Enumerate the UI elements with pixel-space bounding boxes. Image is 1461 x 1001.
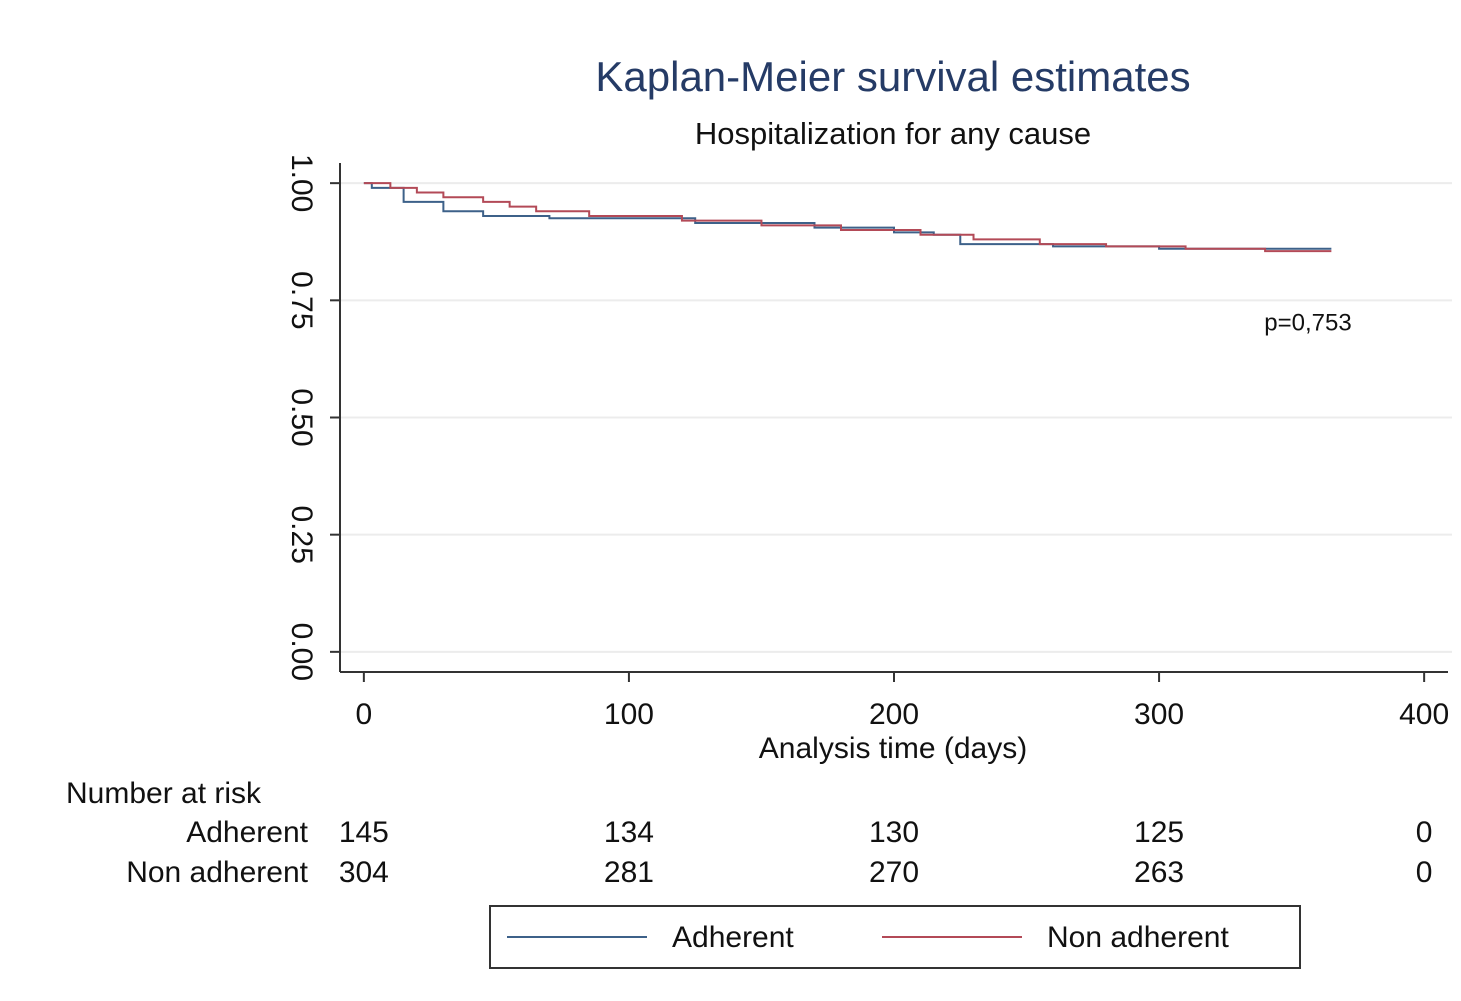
legend-label: Non adherent bbox=[1047, 921, 1229, 954]
legend-label: Adherent bbox=[672, 921, 794, 954]
chart-title: Kaplan-Meier survival estimates bbox=[595, 53, 1190, 100]
risk-count: 130 bbox=[869, 816, 919, 849]
risk-count: 281 bbox=[604, 856, 654, 889]
chart-subtitle: Hospitalization for any cause bbox=[695, 116, 1091, 151]
y-tick-label: 0.00 bbox=[285, 623, 318, 681]
annotation: p=0,753 bbox=[1264, 309, 1351, 336]
legend-box bbox=[489, 905, 1301, 969]
risk-count: 134 bbox=[604, 816, 654, 849]
x-tick-label: 0 bbox=[356, 698, 373, 731]
risk-table-title: Number at risk bbox=[66, 777, 262, 810]
risk-row-label: Adherent bbox=[186, 816, 308, 849]
risk-count: 125 bbox=[1134, 816, 1184, 849]
x-tick-label: 400 bbox=[1399, 698, 1449, 731]
risk-count: 304 bbox=[339, 856, 389, 889]
x-tick-label: 200 bbox=[869, 698, 919, 731]
survival-curve bbox=[363, 182, 1332, 253]
x-tick-label: 300 bbox=[1134, 698, 1184, 731]
y-tick-label: 0.25 bbox=[285, 505, 318, 563]
risk-count: 0 bbox=[1416, 856, 1433, 889]
y-tick-label: 0.50 bbox=[285, 388, 318, 446]
y-tick-label: 0.75 bbox=[285, 271, 318, 329]
risk-count: 0 bbox=[1416, 816, 1433, 849]
risk-count: 145 bbox=[339, 816, 389, 849]
x-axis-title: Analysis time (days) bbox=[759, 732, 1027, 765]
x-tick-label: 100 bbox=[604, 698, 654, 731]
survival-curve bbox=[363, 182, 1332, 250]
risk-row-label: Non adherent bbox=[126, 856, 308, 889]
risk-count: 263 bbox=[1134, 856, 1184, 889]
y-tick-label: 1.00 bbox=[285, 154, 318, 212]
risk-count: 270 bbox=[869, 856, 919, 889]
